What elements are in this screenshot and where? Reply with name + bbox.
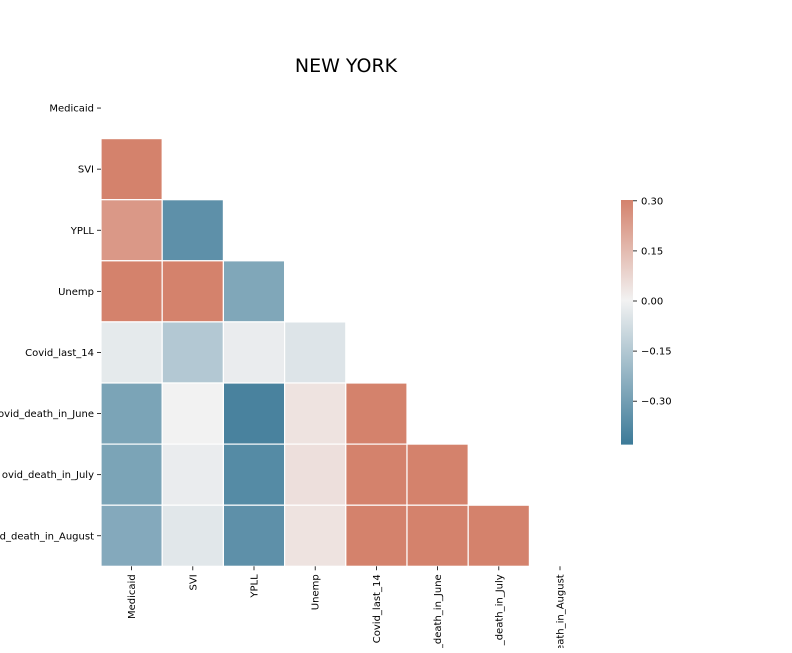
heatmap-cell-3-0 [100, 260, 163, 323]
heatmap-cell-5-4 [345, 382, 408, 445]
row-tick-label: Covid_last_14 [25, 348, 94, 359]
column-tick-labels: Medicaid SVI YPLL Unemp Covid_last_14 _death_… [127, 566, 567, 651]
heatmap-cell-2-1 [161, 199, 224, 262]
heatmap-cell-4-0 [100, 321, 163, 384]
colorbar-tick-label: 0.15 [641, 246, 663, 257]
column-tick-label: YPLL [250, 574, 261, 599]
heatmap-cell-7-0 [100, 504, 163, 567]
column-tick-label: Covid_last_14 [372, 574, 383, 643]
heatmap-cell-5-1 [161, 382, 224, 445]
heatmap-cell-5-3 [284, 382, 347, 445]
heatmap-cell-7-1 [161, 504, 224, 567]
heatmap-cells [100, 138, 531, 567]
column-tick-label: _death_in_July [494, 574, 505, 646]
column-tick-label: SVI [188, 574, 199, 590]
heatmap-cell-6-0 [100, 443, 163, 506]
heatmap-cell-7-3 [284, 504, 347, 567]
column-tick-label: eath_in_August [556, 574, 567, 648]
heatmap-cell-3-1 [161, 260, 224, 323]
heatmap-cell-4-1 [161, 321, 224, 384]
column-tick-label: Medicaid [127, 574, 138, 619]
heatmap-cell-1-0 [100, 138, 163, 201]
row-tick-label: ovid_death_in_July [2, 470, 94, 481]
row-tick-label: YPLL [70, 226, 95, 237]
row-tick-label: SVI [78, 165, 94, 176]
colorbar: 0.30 0.15 0.00 −0.15 −0.30 [621, 196, 672, 445]
row-tick-label: d_death_in_August [0, 531, 94, 542]
row-tick-labels: Medicaid SVI YPLL Unemp Covid_last_14 ovid_de… [0, 104, 101, 542]
row-tick-label: Unemp [58, 287, 94, 298]
colorbar-tick-label: −0.30 [641, 397, 672, 408]
heatmap-cell-6-4 [345, 443, 408, 506]
heatmap-cell-3-2 [222, 260, 286, 323]
colorbar-tick-label: 0.00 [641, 297, 663, 308]
row-tick-label: ovid_death_in_June [0, 409, 94, 420]
colorbar-gradient [621, 200, 633, 445]
column-tick-label: _death_in_June [433, 574, 444, 648]
heatmap-cell-6-1 [161, 443, 224, 506]
column-tick-label: Unemp [311, 574, 322, 610]
heatmap-cell-7-4 [345, 504, 408, 567]
heatmap-cell-6-5 [406, 443, 469, 506]
chart-title: NEW YORK [295, 55, 398, 77]
row-tick-label: Medicaid [49, 104, 94, 115]
heatmap-cell-6-2 [222, 443, 286, 506]
heatmap-cell-5-0 [100, 382, 163, 445]
heatmap-cell-6-3 [284, 443, 347, 506]
heatmap-cell-7-6 [467, 504, 531, 567]
heatmap-cell-4-2 [222, 321, 286, 384]
heatmap-cell-7-5 [406, 504, 469, 567]
colorbar-tick-label: 0.30 [641, 196, 663, 207]
heatmap-cell-7-2 [222, 504, 286, 567]
heatmap-cell-5-2 [222, 382, 286, 445]
heatmap-cell-2-0 [100, 199, 163, 262]
colorbar-tick-label: −0.15 [641, 347, 672, 358]
heatmap-cell-4-3 [284, 321, 347, 384]
